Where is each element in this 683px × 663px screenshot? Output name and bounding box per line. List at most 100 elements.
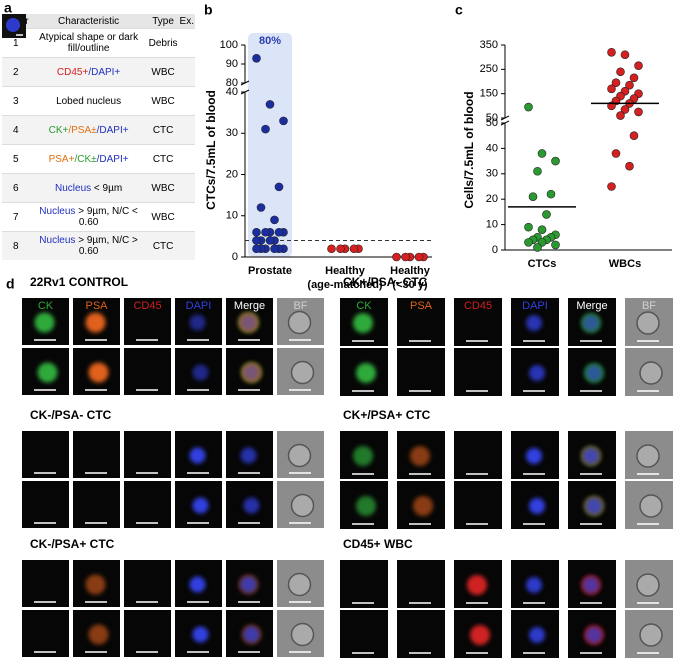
- table-row: 2 CD45+/DAPI+ WBC: [2, 14, 195, 87]
- micrograph: [124, 560, 171, 607]
- group-title: CK-/PSA+ CTC: [30, 537, 115, 551]
- data-point: [252, 227, 261, 237]
- data-point: [261, 227, 270, 237]
- micrograph: [73, 431, 120, 478]
- micrograph: [22, 481, 69, 528]
- data-point: [607, 182, 616, 191]
- characteristic-text: Nucleus: [39, 206, 76, 217]
- type-cell: CTC: [147, 115, 179, 145]
- label-line: (age-matched): [307, 279, 383, 291]
- data-point: [542, 210, 551, 219]
- data-point: [625, 80, 634, 90]
- cell-signal: [583, 448, 599, 464]
- y-tick-label: 150: [480, 88, 498, 100]
- cell-signal: [353, 446, 373, 466]
- data-point: [274, 182, 284, 192]
- label-line: (<30 y): [392, 279, 427, 291]
- data-point: [524, 222, 533, 232]
- group-title: CK-/PSA- CTC: [30, 408, 112, 422]
- micrograph: [124, 481, 171, 528]
- micrograph: [397, 610, 445, 658]
- cell-signal: [192, 364, 209, 381]
- data-point: [279, 116, 288, 126]
- example-image: [2, 14, 26, 38]
- cell-signal: [583, 577, 599, 593]
- example-cell: [2, 14, 195, 203]
- channel-label: CK: [38, 300, 54, 312]
- cell-signal: [526, 315, 542, 331]
- axis-break: [500, 120, 510, 126]
- data-point: [392, 252, 401, 262]
- data-point: [607, 47, 616, 57]
- order-cell: 2: [2, 57, 30, 87]
- cell: [6, 18, 20, 32]
- x-tick-label: Prostate: [248, 265, 292, 277]
- y-tick-label: 20: [486, 193, 498, 205]
- characteristic-text: CK+: [48, 124, 69, 136]
- micrograph: [454, 348, 502, 396]
- characteristic-text: /CK±: [74, 153, 97, 165]
- data-point: [611, 78, 621, 88]
- channel-label: Merge: [576, 300, 607, 312]
- cell-signal: [37, 362, 58, 383]
- cell-signal: [189, 447, 206, 464]
- data-point: [634, 107, 643, 117]
- table-header: OrderCharacteristicTypeEx.: [2, 14, 195, 29]
- cell-signal: [192, 626, 209, 643]
- type-cell: CTC: [147, 231, 179, 260]
- y-tick-label: 50: [486, 117, 498, 129]
- data-point: [252, 53, 261, 63]
- data-point: [620, 105, 630, 114]
- data-point: [270, 244, 279, 254]
- data-point: [256, 203, 266, 212]
- cell-signal: [34, 312, 55, 333]
- y-tick-label: 40: [226, 86, 238, 98]
- table-row: 3 Lobed nucleus WBC: [2, 14, 195, 116]
- cell-outline: [639, 361, 663, 385]
- label-line: Healthy: [390, 265, 431, 277]
- group-title: CD45+ WBC: [343, 537, 413, 551]
- table-row: 7 Nucleus > 9µm, N/C < 0.60 WBC: [2, 14, 195, 232]
- group-title: CK+/PSA- CTC: [343, 275, 428, 289]
- data-point: [616, 67, 625, 77]
- example-cell: [2, 14, 195, 58]
- order-cell: 6: [2, 173, 30, 203]
- y-tick-label: 20: [226, 168, 238, 180]
- data-point: [327, 244, 336, 254]
- data-point: [274, 227, 284, 237]
- cell-signal: [353, 313, 373, 333]
- y-tick-label: 90: [226, 58, 238, 70]
- cell-signal: [356, 363, 376, 383]
- micrograph: [124, 431, 171, 478]
- micrograph: [124, 610, 171, 657]
- characteristic-text: Nucleus: [55, 182, 92, 194]
- data-point: [629, 131, 639, 140]
- group-title: 22Rv1 CONTROL: [30, 275, 128, 289]
- column-header: Type: [147, 14, 179, 29]
- label-line: Healthy: [325, 265, 366, 277]
- column-header: Ex.: [178, 14, 195, 29]
- data-point: [533, 166, 542, 176]
- type-cell: WBC: [147, 57, 179, 87]
- cell-signal: [243, 626, 260, 643]
- y-tick-label: 10: [226, 210, 238, 222]
- cell-signal: [586, 365, 602, 381]
- channel-label: Merge: [234, 300, 265, 312]
- characteristic-cell: Nucleus > 9µm, N/C > 0.60: [29, 231, 148, 260]
- example-cell: [2, 14, 195, 116]
- example-cell: [2, 14, 195, 174]
- characteristic-text: > 9µm, N/C > 0.60: [75, 235, 138, 257]
- order-cell: 7: [2, 202, 30, 232]
- x-tick-label: CTCs: [528, 258, 557, 270]
- data-point: [265, 236, 275, 245]
- axis-break: [240, 89, 250, 95]
- data-point: [537, 149, 547, 158]
- characteristic-text: PSA+: [48, 153, 75, 165]
- data-point: [349, 244, 359, 254]
- table-row: 4 CK+/PSA±/DAPI+ CTC: [2, 14, 195, 145]
- example-cell: [2, 14, 195, 87]
- data-point: [265, 100, 275, 109]
- cell-outline: [639, 494, 663, 518]
- order-cell: 3: [2, 86, 30, 116]
- y-tick-label: 0: [232, 251, 238, 263]
